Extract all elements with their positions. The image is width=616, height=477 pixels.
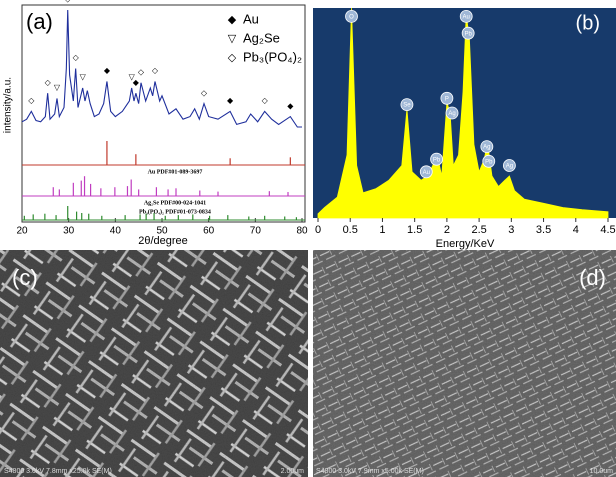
reference-label: Ag₂Se PDF#00-024-1041 [144,200,206,206]
reference-label: Au PDF#01-089-3697 [148,169,203,175]
reference-label: Pb₃(PO₄)₂ PDF#01-073-0834 [139,208,211,215]
x-tick-label: 60 [203,226,215,237]
peak-label: Ag [448,111,455,117]
peak-label: Pb [433,157,441,163]
x-tick-label: 20 [16,226,28,237]
y-axis-title: intensity/a.u. [3,77,14,133]
peak-label: Au [423,170,430,176]
scale-label: 2.00um [281,468,305,475]
peak-marker: ◇ [138,68,145,77]
x-tick-label: 1.5 [407,224,422,236]
x-tick-label: 3.5 [536,224,551,236]
peak-marker: ◇ [73,53,80,62]
peak-marker: ◇ [152,66,159,75]
legend-symbol: ◆ [228,14,237,26]
legend-label: Ag₂Se [243,30,280,45]
x-tick-label: 4 [573,224,579,236]
x-tick-label: 0 [315,224,321,236]
peak-marker: ◆ [133,78,140,87]
peak-marker: ▽ [80,73,87,82]
x-axis-title: Energy/KeV [436,238,495,250]
x-tick-label: 0.5 [343,224,358,236]
peak-marker: ◆ [287,101,294,110]
sem-caption: S4800 3.0kV 7.8mm x25.0k SE(M) [4,468,112,475]
peak-label: Se [403,103,411,109]
panel-label: (a) [26,9,53,34]
x-tick-label: 1 [379,224,385,236]
legend-symbol: ◇ [228,52,237,64]
peak-marker: ◆ [104,66,111,75]
peak-marker: ◇ [28,96,35,105]
x-tick-label: 2 [444,224,450,236]
peak-marker: ◇ [65,0,72,4]
peak-label: Ag [483,145,490,151]
panel-label: (d) [579,265,606,290]
sem-texture [0,250,308,477]
x-tick-label: 40 [110,226,122,237]
x-tick-label: 50 [156,226,168,237]
peak-label: Ag [506,164,513,170]
sem-texture [313,250,616,477]
peak-marker: ▽ [54,83,61,92]
peak-label: Pb [485,159,493,165]
x-tick-label: 30 [63,226,75,237]
peak-label: O [349,14,354,20]
legend-symbol: ▽ [228,33,237,45]
legend-label: Au [243,11,259,26]
peak-label: Pb [464,31,472,37]
x-axis-title: 2θ/degree [138,235,188,247]
peak-marker: ◇ [45,78,52,87]
x-tick-label: 4.5 [600,224,615,236]
x-tick-label: 3 [508,224,514,236]
sem-image: (c) S4800 3.0kV 7.8mm x25.0k SE(M) 2.00u… [0,250,308,477]
peak-marker: ◆ [227,96,234,105]
peak-marker: ◇ [262,96,269,105]
x-tick-label: 70 [250,226,262,237]
figure: (a) intensity/a.u. 2θ/degree (b) Energy/… [0,0,616,477]
x-tick-label: 2.5 [471,224,486,236]
sem-caption: S4800 3.0kV 7.9mm x5.00k SE(M) [316,468,424,475]
scale-label: 10.0um [590,468,614,475]
x-tick-label: 80 [296,226,308,237]
legend-label: Pb₃(PO₄)₂ [243,49,302,64]
panel-label: (b) [576,12,600,34]
panel-label: (c) [12,265,38,290]
peak-marker: ◇ [201,88,208,97]
peak-label: Au [463,14,470,20]
sem-image: (d) S4800 3.0kV 7.9mm x5.00k SE(M) 10.0u… [313,250,616,477]
peak-label: P [445,96,449,102]
